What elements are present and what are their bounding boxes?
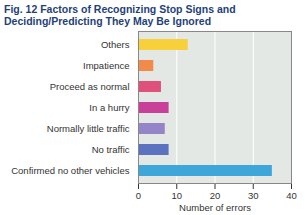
svg-text:Number of errors: Number of errors [179, 202, 251, 213]
svg-text:0: 0 [136, 190, 141, 201]
svg-text:Others: Others [101, 39, 130, 50]
svg-text:30: 30 [248, 190, 259, 201]
svg-text:Normally little traffic: Normally little traffic [47, 123, 130, 134]
svg-text:Proceed as normal: Proceed as normal [50, 81, 130, 92]
svg-text:Confirmed no other vehicles: Confirmed no other vehicles [11, 165, 130, 176]
svg-text:In a hurry: In a hurry [89, 102, 129, 113]
svg-text:No traffic: No traffic [92, 144, 130, 155]
svg-text:10: 10 [171, 190, 182, 201]
svg-text:20: 20 [210, 190, 221, 201]
html-text:Fig. 12 Factors of Recognizing: Fig. 12 Factors of Recognizing Stop Sign… [4, 3, 236, 27]
svg-text:40: 40 [286, 190, 297, 201]
svg-text:Impatience: Impatience [83, 60, 129, 71]
